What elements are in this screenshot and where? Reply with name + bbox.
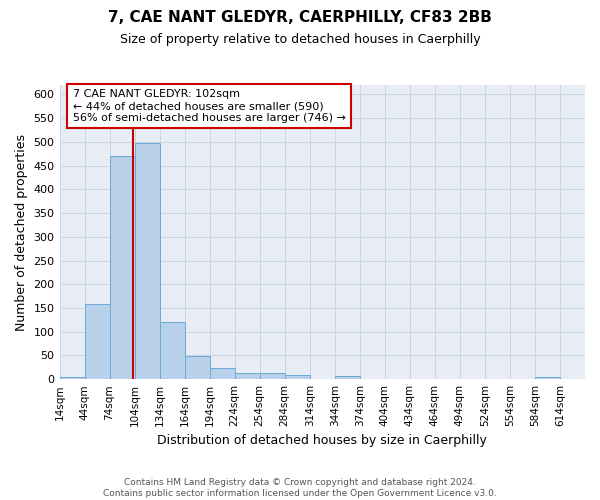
Y-axis label: Number of detached properties: Number of detached properties bbox=[15, 134, 28, 330]
Bar bbox=[235, 372, 260, 379]
Bar bbox=[260, 374, 285, 379]
Bar bbox=[134, 144, 160, 379]
Text: 7, CAE NANT GLEDYR, CAERPHILLY, CF83 2BB: 7, CAE NANT GLEDYR, CAERPHILLY, CF83 2BB bbox=[108, 10, 492, 25]
Bar bbox=[535, 377, 560, 379]
Bar bbox=[185, 356, 209, 379]
X-axis label: Distribution of detached houses by size in Caerphilly: Distribution of detached houses by size … bbox=[157, 434, 487, 448]
Bar bbox=[285, 376, 310, 379]
Text: Size of property relative to detached houses in Caerphilly: Size of property relative to detached ho… bbox=[119, 32, 481, 46]
Bar bbox=[160, 322, 185, 379]
Text: Contains HM Land Registry data © Crown copyright and database right 2024.
Contai: Contains HM Land Registry data © Crown c… bbox=[103, 478, 497, 498]
Bar bbox=[59, 377, 85, 379]
Bar bbox=[110, 156, 134, 379]
Bar bbox=[85, 304, 110, 379]
Text: 7 CAE NANT GLEDYR: 102sqm
← 44% of detached houses are smaller (590)
56% of semi: 7 CAE NANT GLEDYR: 102sqm ← 44% of detac… bbox=[73, 90, 346, 122]
Bar bbox=[209, 368, 235, 379]
Bar bbox=[335, 376, 360, 379]
